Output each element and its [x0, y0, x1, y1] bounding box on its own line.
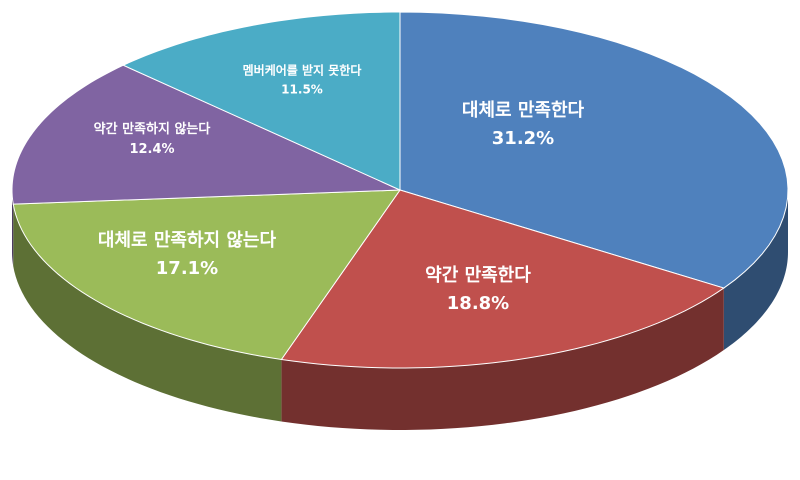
category-label: 약간 만족한다 — [425, 265, 531, 287]
slice-side — [13, 204, 282, 422]
slice-side — [281, 288, 724, 430]
slice-label: 대체로 만족하지 않는다 17.1% — [92, 227, 282, 283]
slice-side — [723, 190, 788, 351]
slice-label: 약간 만족한다 18.8% — [425, 262, 531, 318]
slice — [12, 189, 401, 361]
slice — [11, 64, 401, 205]
category-label: 대체로 만족한다 — [461, 100, 585, 122]
category-label: 대체로 만족하지 않는다 — [97, 230, 277, 252]
value-label: 12.4% — [129, 142, 175, 157]
slice-label: 약간 만족하지 않는다 12.4% — [94, 120, 211, 160]
category-label: 약간 만족하지 않는다 — [93, 121, 211, 137]
category-label: 멤버케어를 받지 못한다 — [242, 63, 362, 78]
slice — [280, 189, 725, 369]
slice-side — [12, 190, 14, 267]
value-label: 31.2% — [491, 128, 555, 149]
slice-label: 대체로 만족한다 31.2% — [462, 97, 584, 153]
value-label: 17.1% — [155, 258, 219, 279]
value-label: 11.5% — [281, 82, 323, 96]
value-label: 18.8% — [446, 293, 510, 314]
slice-label: 멤버케어를 받지 못한다 11.5% — [243, 61, 362, 98]
slice — [122, 11, 401, 191]
